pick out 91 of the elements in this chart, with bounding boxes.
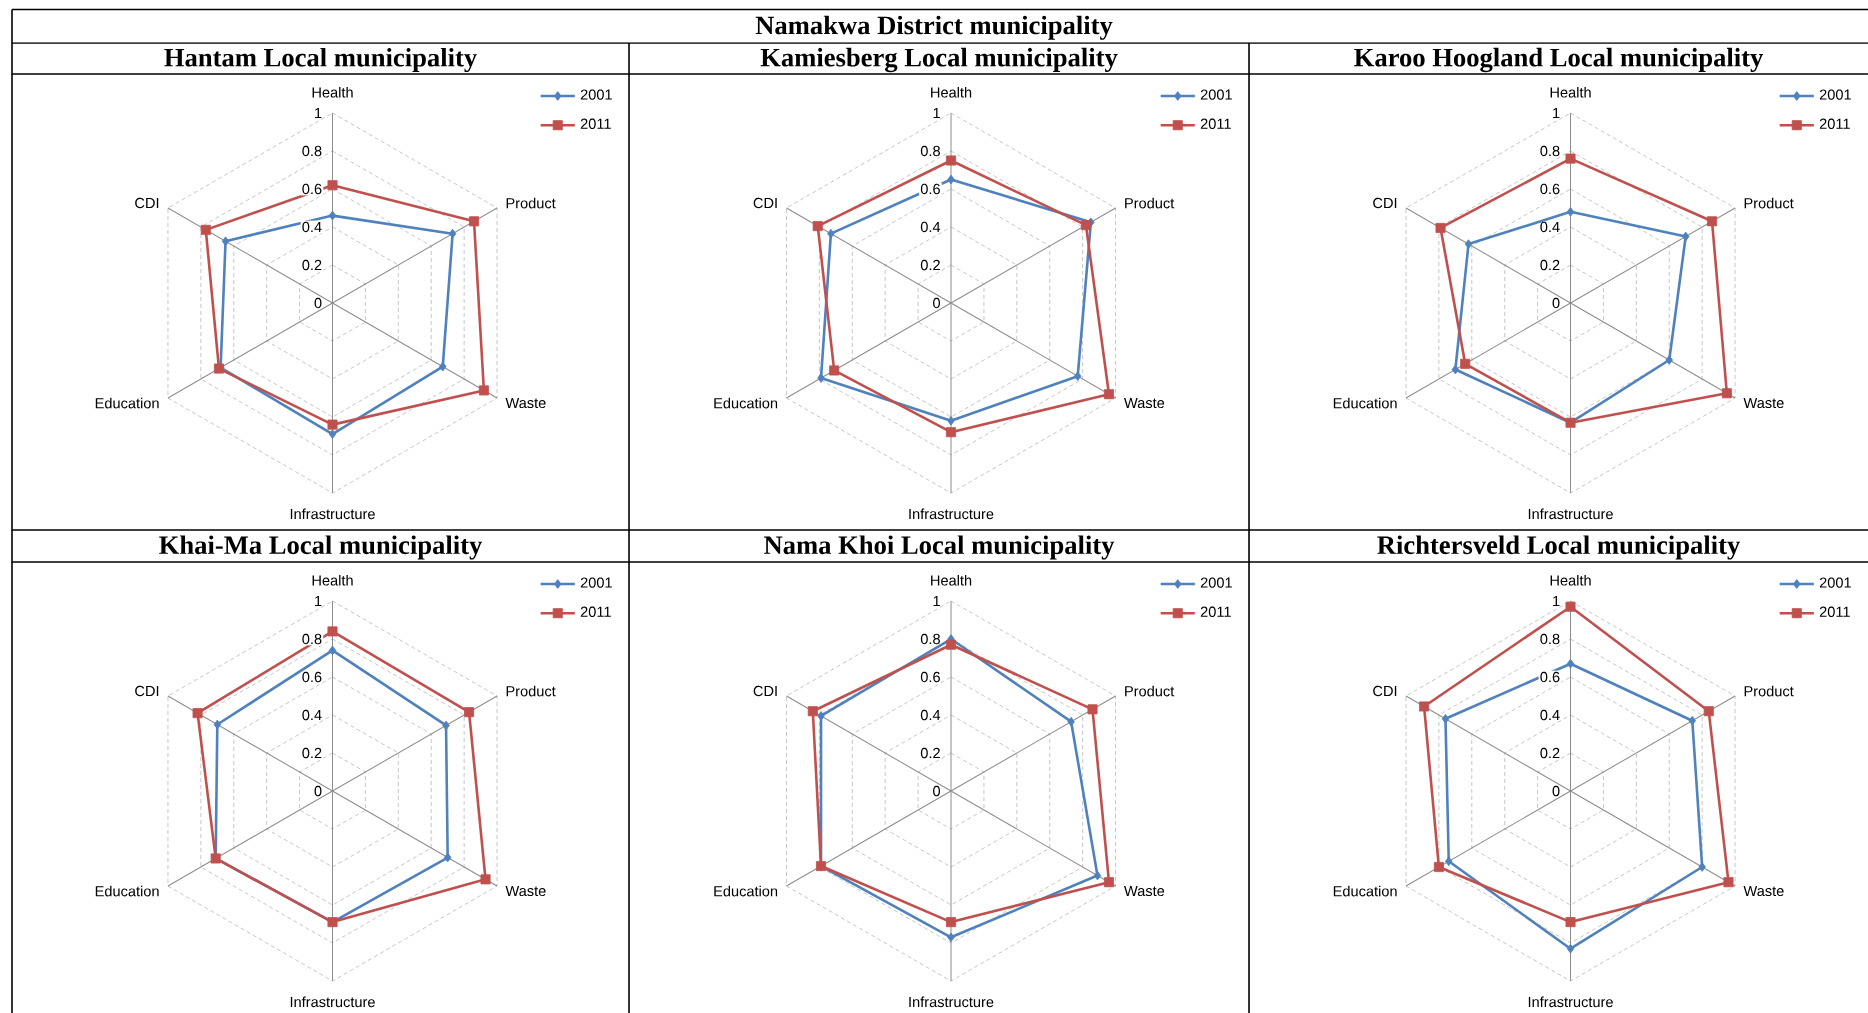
y-tick-label: 0.4 xyxy=(302,709,322,721)
y-tick-label: 1 xyxy=(933,595,940,607)
y-tick-label: 0.4 xyxy=(1540,221,1560,233)
legend-label: 2001 xyxy=(1200,577,1232,588)
spoke-label: Waste xyxy=(1743,397,1784,409)
y-tick-label: 0.8 xyxy=(920,633,940,645)
legend-label: 2011 xyxy=(1200,118,1231,129)
y-tick-label: 0.6 xyxy=(920,183,940,195)
spoke-label: Product xyxy=(1125,197,1175,209)
spoke-label: Education xyxy=(95,885,159,897)
spoke-label: Product xyxy=(1125,685,1175,697)
y-tick-label: 0 xyxy=(933,785,941,797)
spoke-label: Infrastructure xyxy=(290,508,375,520)
spoke-label: Health xyxy=(931,86,972,98)
y-tick-label: 1 xyxy=(1553,595,1560,607)
y-tick-label: 1 xyxy=(1553,107,1560,119)
y-tick-label: 0.6 xyxy=(302,183,322,195)
chart-title: Hantam Local municipality xyxy=(164,47,477,73)
spoke-label: Health xyxy=(1550,574,1591,586)
y-tick-label: 0.2 xyxy=(920,747,940,759)
y-tick-label: 0 xyxy=(314,297,322,309)
legend-label: 2011 xyxy=(1200,606,1231,617)
spoke-label: Infrastructure xyxy=(290,996,375,1008)
y-tick-label: 0.8 xyxy=(302,633,322,645)
legend-label: 2001 xyxy=(1200,89,1232,100)
y-tick-label: 0.2 xyxy=(920,259,940,271)
y-tick-label: 0 xyxy=(314,785,322,797)
spoke-label: Waste xyxy=(505,885,546,897)
spoke-label: CDI xyxy=(753,685,777,697)
spoke-label: CDI xyxy=(135,197,159,209)
spoke-label: Infrastructure xyxy=(1528,508,1613,520)
spoke-label: Infrastructure xyxy=(1528,996,1613,1008)
spoke-label: Product xyxy=(506,685,556,697)
spoke-label: Waste xyxy=(505,397,546,409)
y-tick-label: 0.6 xyxy=(1540,671,1560,683)
spoke-label: Infrastructure xyxy=(909,996,994,1008)
y-tick-label: 1 xyxy=(315,595,322,607)
legend-label: 2001 xyxy=(580,89,612,100)
legend-label: 2001 xyxy=(1819,89,1851,100)
spoke-label: Waste xyxy=(1743,885,1784,897)
spoke-label: Product xyxy=(1744,685,1794,697)
y-tick-label: 0 xyxy=(1552,785,1560,797)
spoke-label: Product xyxy=(1744,197,1794,209)
chart-title: Nama Khoi Local municipality xyxy=(764,535,1115,560)
spoke-label: Education xyxy=(95,397,159,409)
y-tick-label: 0.4 xyxy=(302,221,322,233)
spoke-label: Health xyxy=(931,574,972,586)
chart-title: Kamiesberg Local municipality xyxy=(760,47,1118,73)
spoke-label: Infrastructure xyxy=(909,508,994,520)
spoke-label: Health xyxy=(312,574,353,586)
y-tick-label: 0.2 xyxy=(302,259,322,271)
y-tick-label: 0.8 xyxy=(1540,145,1560,157)
y-tick-label: 0.6 xyxy=(1540,183,1560,195)
y-tick-label: 0.2 xyxy=(302,747,322,759)
y-tick-label: 0.8 xyxy=(302,145,322,157)
y-tick-label: 0.6 xyxy=(920,671,940,683)
spoke-label: Health xyxy=(1550,86,1591,98)
legend-label: 2011 xyxy=(580,606,611,617)
legend-label: 2001 xyxy=(1819,577,1851,588)
y-tick-label: 0.8 xyxy=(1540,633,1560,645)
legend-label: 2001 xyxy=(580,577,612,588)
y-tick-label: 0 xyxy=(1552,297,1560,309)
spoke-label: Education xyxy=(1333,397,1397,409)
y-tick-label: 0.4 xyxy=(920,709,941,721)
spoke-label: Education xyxy=(714,397,778,409)
legend-label: 2011 xyxy=(1819,118,1850,129)
text: Namakwa District municipality xyxy=(755,15,1113,40)
spoke-label: Health xyxy=(312,86,353,98)
y-tick-label: 0 xyxy=(933,297,941,309)
spoke-label: CDI xyxy=(753,197,777,209)
y-tick-label: 1 xyxy=(315,107,322,119)
spoke-label: Education xyxy=(1333,885,1397,897)
chart-title: Richtersveld Local municipality xyxy=(1377,535,1741,560)
y-tick-label: 0.4 xyxy=(920,221,941,233)
spoke-label: Education xyxy=(714,885,778,897)
y-tick-label: 0.4 xyxy=(1540,709,1560,721)
y-tick-label: 0.2 xyxy=(1540,259,1560,271)
spoke-label: CDI xyxy=(1373,197,1397,209)
spoke-label: Waste xyxy=(1124,885,1165,897)
y-tick-label: 1 xyxy=(933,107,940,119)
chart-title: Karoo Hoogland Local municipality xyxy=(1354,47,1764,73)
spoke-label: Waste xyxy=(1124,397,1165,409)
spoke-label: CDI xyxy=(1373,685,1397,697)
spoke-label: CDI xyxy=(135,685,159,697)
y-tick-label: 0.8 xyxy=(920,145,940,157)
legend-label: 2011 xyxy=(1819,606,1850,617)
spoke-label: Product xyxy=(506,197,556,209)
y-tick-label: 0.2 xyxy=(1540,747,1560,759)
legend-label: 2011 xyxy=(580,118,611,129)
chart-title: Khai-Ma Local municipality xyxy=(159,535,483,560)
y-tick-label: 0.6 xyxy=(302,671,322,683)
